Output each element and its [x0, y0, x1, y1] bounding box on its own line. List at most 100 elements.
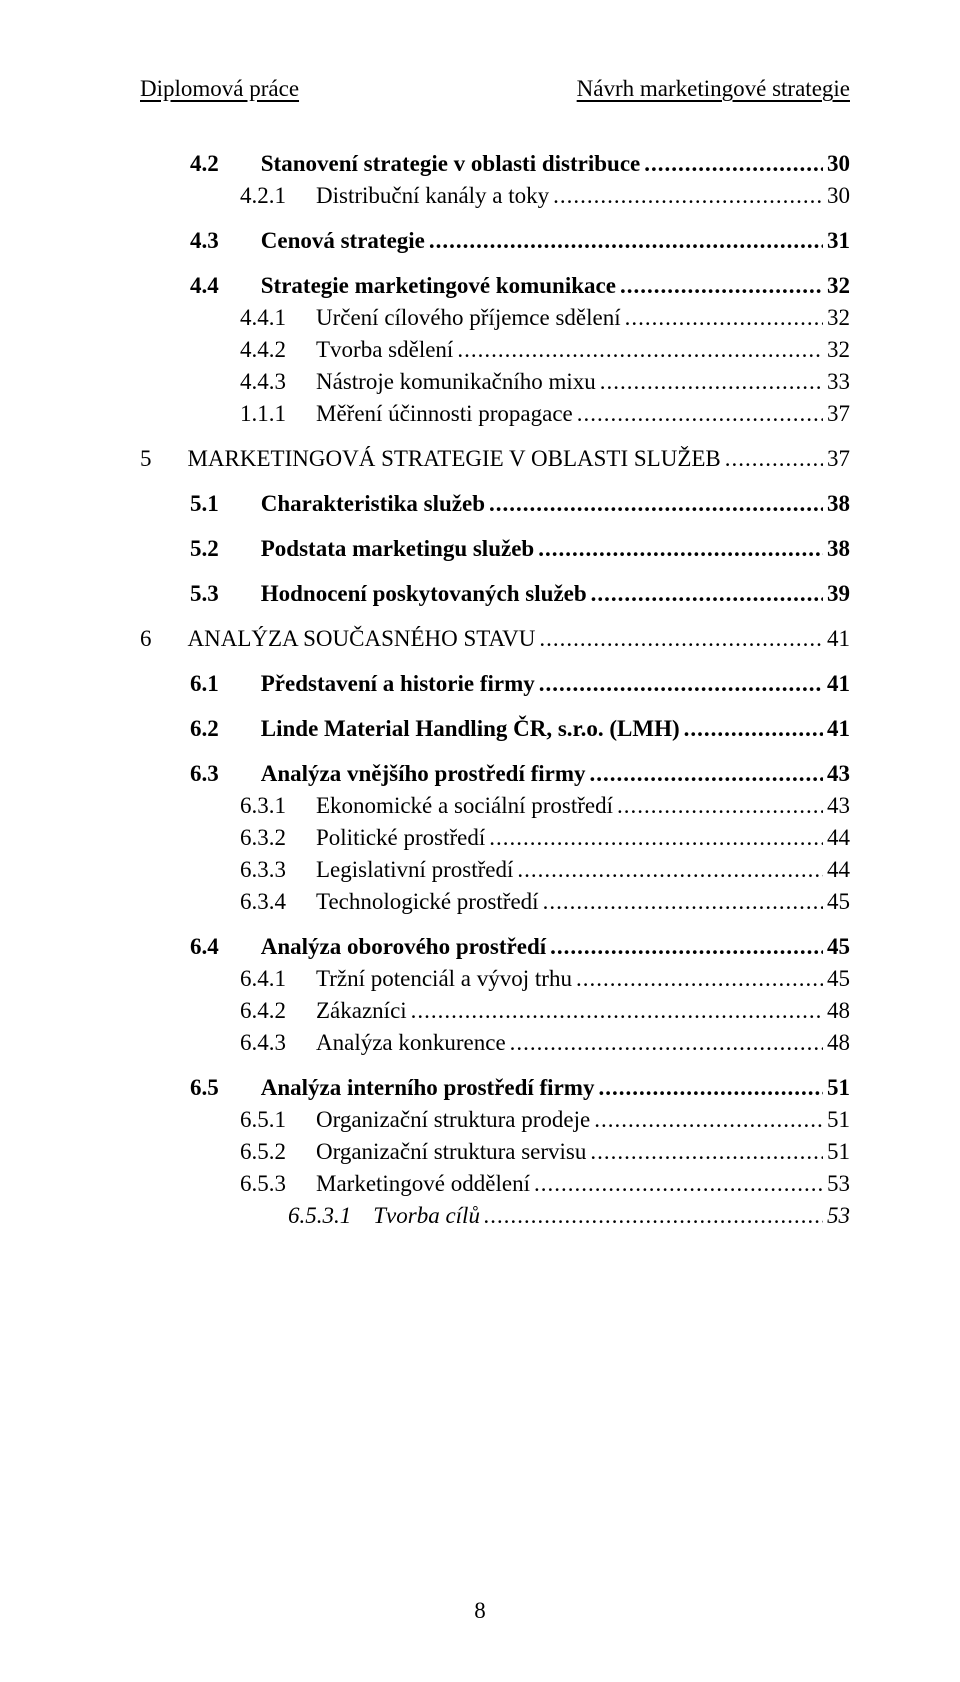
header-left: Diplomová práce [140, 76, 299, 102]
header-right: Návrh marketingové strategie [577, 76, 850, 102]
toc-entry-number: 5.2 [190, 537, 219, 560]
toc-leader-dots [625, 306, 823, 329]
toc-entry-page: 30 [827, 184, 850, 207]
toc-entry-label: Analýza konkurence [316, 1031, 506, 1054]
toc-entry-page: 33 [827, 370, 850, 393]
toc-entry-page: 30 [827, 152, 850, 175]
toc-entry-page: 45 [827, 890, 850, 913]
toc-entry-label: Analýza oborového prostředí [261, 935, 546, 958]
toc-entry-page: 32 [827, 274, 850, 297]
toc-entry-page: 37 [827, 402, 850, 425]
toc-leader-dots [489, 492, 823, 515]
toc-entry-number: 6.1 [190, 672, 219, 695]
toc-entry-number: 6.4.2 [240, 999, 286, 1022]
toc-entry-number: 4.4.1 [240, 306, 286, 329]
toc-entry: 6.5.2Organizační struktura servisu 51 [140, 1140, 850, 1163]
toc-leader-dots [590, 1140, 823, 1163]
toc-entry: 6ANALÝZA SOUČASNÉHO STAVU 41 [140, 627, 850, 650]
toc-entry-page: 51 [827, 1076, 850, 1099]
toc-leader-dots [538, 537, 823, 560]
toc-leader-dots [553, 184, 823, 207]
toc-leader-dots [539, 627, 823, 650]
toc-leader-dots [429, 229, 823, 252]
toc-entry-page: 41 [827, 627, 850, 650]
toc-entry-number: 4.2 [190, 152, 219, 175]
toc-entry-label: Legislativní prostředí [316, 858, 513, 881]
toc-leader-dots [684, 717, 823, 740]
toc-entry-number: 6.3 [190, 762, 219, 785]
toc-entry-number: 4.4 [190, 274, 219, 297]
toc-entry-label: Nástroje komunikačního mixu [316, 370, 596, 393]
toc-leader-dots [576, 967, 823, 990]
toc-entry: 6.2Linde Material Handling ČR, s.r.o. (L… [140, 717, 850, 740]
toc-entry-page: 41 [827, 672, 850, 695]
toc-entry-number: 4.4.2 [240, 338, 286, 361]
toc-leader-dots [534, 1172, 823, 1195]
toc-leader-dots [600, 370, 823, 393]
toc-entry-number: 1.1.1 [240, 402, 286, 425]
toc-entry-page: 45 [827, 967, 850, 990]
toc-entry: 4.4.2 Tvorba sdělení 32 [140, 338, 850, 361]
toc-entry: 4.4.3 Nástroje komunikačního mixu 33 [140, 370, 850, 393]
toc-entry: 6.3.3Legislativní prostředí 44 [140, 858, 850, 881]
toc-entry-number: 5.3 [190, 582, 219, 605]
toc-entry-page: 38 [827, 492, 850, 515]
toc-entry-number: 6.5.3 [240, 1172, 286, 1195]
toc-entry-label: Cenová strategie [261, 229, 425, 252]
toc-entry: 6.5.3 Marketingové oddělení 53 [140, 1172, 850, 1195]
toc-entry-number: 6.5 [190, 1076, 219, 1099]
toc-entry-label: Podstata marketingu služeb [261, 537, 534, 560]
toc-entry: 6.4.2 Zákazníci 48 [140, 999, 850, 1022]
toc-entry-label: Hodnocení poskytovaných služeb [261, 582, 587, 605]
toc-entry-label: Marketingové oddělení [316, 1172, 530, 1195]
toc-entry-page: 48 [827, 1031, 850, 1054]
toc-entry-page: 41 [827, 717, 850, 740]
toc-entry-label: Analýza interního prostředí firmy [261, 1076, 595, 1099]
toc-entry-label: MARKETINGOVÁ STRATEGIE V OBLASTI SLUŽEB [188, 447, 721, 470]
toc-entry-page: 51 [827, 1140, 850, 1163]
toc-entry-label: Tvorba sdělení [316, 338, 453, 361]
toc-entry-page: 45 [827, 935, 850, 958]
toc-entry-number: 6.4 [190, 935, 219, 958]
toc-entry-page: 37 [827, 447, 850, 470]
toc-leader-dots [644, 152, 823, 175]
toc-entry-label: Ekonomické a sociální prostředí [316, 794, 613, 817]
toc-entry-label: Zákazníci [316, 999, 407, 1022]
toc-leader-dots [594, 1108, 823, 1131]
toc-entry-label: Technologické prostředí [316, 890, 539, 913]
toc-leader-dots [577, 402, 823, 425]
toc-entry-number: 4.2.1 [240, 184, 286, 207]
toc-entry-label: Charakteristika služeb [261, 492, 485, 515]
toc-entry-label: Organizační struktura prodeje [316, 1108, 590, 1131]
document-page: Diplomová práce Návrh marketingové strat… [0, 0, 960, 1682]
toc-leader-dots [539, 672, 823, 695]
toc-entry: 5.1Charakteristika služeb 38 [140, 492, 850, 515]
toc-entry-number: 5 [140, 447, 152, 470]
toc-leader-dots [590, 762, 823, 785]
toc-entry-number: 6.3.2 [240, 826, 286, 849]
toc-entry-page: 32 [827, 338, 850, 361]
toc-leader-dots [457, 338, 823, 361]
toc-entry-number: 4.4.3 [240, 370, 286, 393]
toc-leader-dots [517, 858, 823, 881]
toc-entry-label: ANALÝZA SOUČASNÉHO STAVU [188, 627, 536, 650]
toc-entry-page: 43 [827, 794, 850, 817]
toc-entry-number: 6.5.1 [240, 1108, 286, 1131]
toc-entry: 5 MARKETINGOVÁ STRATEGIE V OBLASTI SLUŽEB… [140, 447, 850, 470]
toc-entry: 4.2.1 Distribuční kanály a toky 30 [140, 184, 850, 207]
toc-entry: 4.3 Cenová strategie 31 [140, 229, 850, 252]
toc-entry: 6.1Představení a historie firmy 41 [140, 672, 850, 695]
toc-leader-dots [591, 582, 823, 605]
toc-entry-number: 4.3 [190, 229, 219, 252]
toc-entry-number: 6.3.3 [240, 858, 286, 881]
toc-entry-page: 31 [827, 229, 850, 252]
toc-entry-page: 53 [827, 1172, 850, 1195]
toc-entry: 5.3Hodnocení poskytovaných služeb 39 [140, 582, 850, 605]
toc-entry-page: 48 [827, 999, 850, 1022]
toc-entry-number: 6.5.3.1 [288, 1204, 351, 1227]
toc-entry-label: Distribuční kanály a toky [316, 184, 549, 207]
toc-entry-label: Stanovení strategie v oblasti distribuce [261, 152, 641, 175]
toc-entry: 4.4Strategie marketingové komunikace 32 [140, 274, 850, 297]
toc-leader-dots [620, 274, 823, 297]
toc-entry-label: Linde Material Handling ČR, s.r.o. (LMH) [261, 717, 680, 740]
